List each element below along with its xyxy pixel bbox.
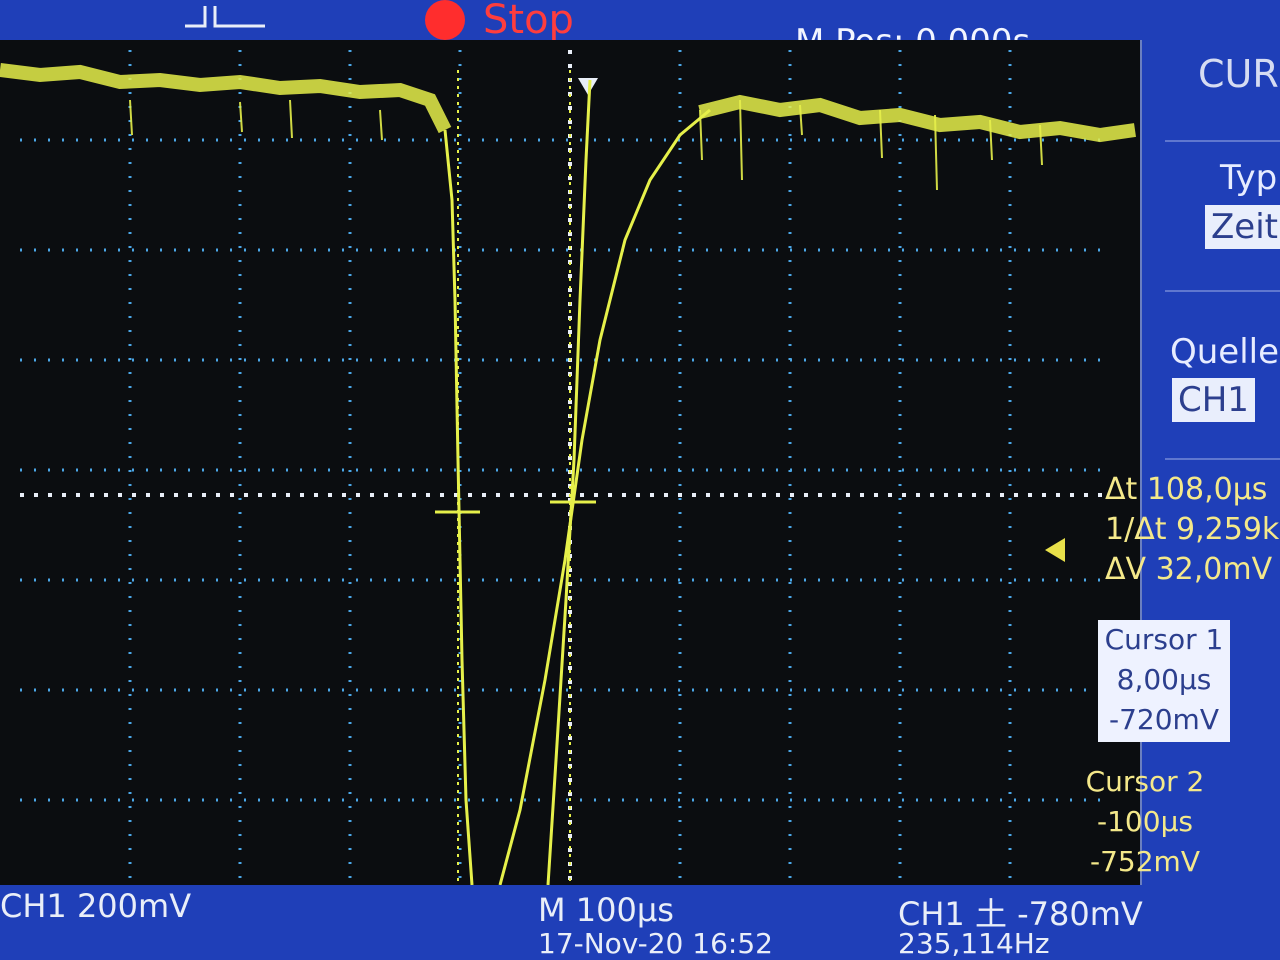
trigger-edge-icon — [185, 6, 265, 28]
stop-indicator-icon — [425, 0, 465, 40]
cursor-1-panel[interactable]: Cursor 1 8,00µs -720mV — [1098, 620, 1230, 742]
trigger-frequency-readout: 235,114Hz — [898, 927, 1050, 960]
graticule-grid — [20, 50, 1110, 880]
cursor-2-panel[interactable]: Cursor 2 -100µs -752mV — [1070, 762, 1220, 882]
run-status: Stop — [425, 0, 574, 40]
source-value-button[interactable]: CH1 — [1172, 378, 1255, 422]
cursor-2-time: -100µs — [1097, 805, 1193, 838]
bottom-status-bar: CH1 200mV M 100µs 17-Nov-20 16:52 CH1 ⼟ … — [0, 885, 1280, 960]
run-state-label: Stop — [483, 0, 574, 43]
waveform-grid-and-trace — [0, 50, 1136, 885]
type-label: Typ — [1220, 158, 1278, 198]
waveform-trace — [0, 63, 1136, 885]
frequency-readout: 1/Δt 9,259kHz — [1105, 512, 1280, 547]
timebase-readout: M 100µs — [538, 891, 674, 929]
menu-separator — [1165, 458, 1280, 460]
center-axis — [20, 50, 1110, 880]
source-label: Quelle — [1170, 332, 1280, 372]
top-status-bar: Stop M Pos: 0,000s — [0, 0, 1280, 62]
delta-v-readout: ΔV 32,0mV — [1105, 552, 1273, 587]
cursor-1-time: 8,00µs — [1116, 663, 1212, 696]
trigger-level-marker-icon — [1045, 538, 1065, 562]
menu-separator — [1165, 290, 1280, 292]
side-menu-panel — [1142, 40, 1280, 885]
waveform-display — [0, 40, 1142, 885]
cursor-1-voltage: -720mV — [1109, 703, 1219, 736]
menu-separator — [1165, 140, 1280, 142]
delta-t-readout: Δt 108,0µs — [1105, 472, 1268, 507]
trigger-readout: CH1 ⼟ -780mV — [898, 895, 1143, 933]
ch1-scale-readout: CH1 200mV — [0, 887, 192, 925]
type-value-button[interactable]: Zeit — [1205, 205, 1280, 249]
cursor-1-label: Cursor 1 — [1104, 623, 1224, 656]
cursor-menu-title: CURS — [1198, 52, 1280, 96]
cursor-2-voltage: -752mV — [1090, 845, 1200, 878]
trigger-position-marker-icon — [578, 78, 598, 95]
date-time-readout: 17-Nov-20 16:52 — [538, 927, 773, 960]
cursor-2-label: Cursor 2 — [1085, 765, 1205, 798]
